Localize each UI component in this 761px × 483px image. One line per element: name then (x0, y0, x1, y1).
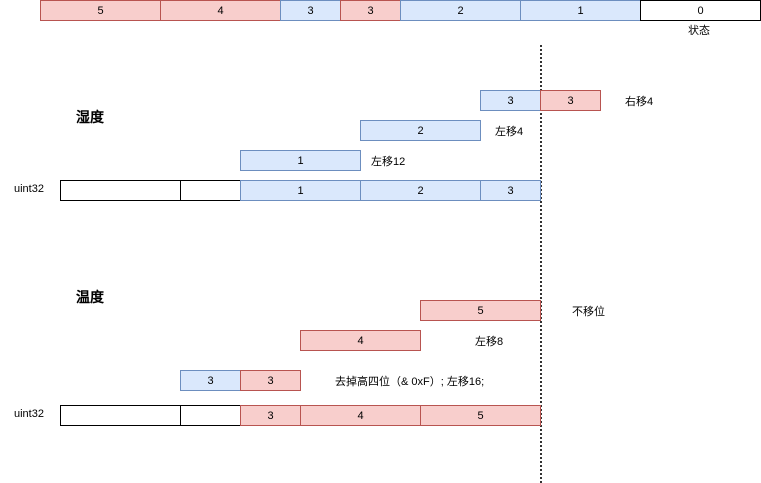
humidity-uint32-label: uint32 (14, 183, 44, 195)
temperature-uint-cell-empty-2 (180, 405, 241, 426)
humidity-row-c-cell: 1 (240, 150, 361, 171)
temperature-uint32-label: uint32 (14, 408, 44, 420)
top-cell-5: 5 (40, 0, 161, 21)
humidity-title: 湿度 (76, 109, 104, 125)
top-cell-0: 0 (640, 0, 761, 21)
humidity-uint-cell-3: 3 (480, 180, 541, 201)
temperature-row-a-cell: 5 (420, 300, 541, 321)
humidity-uint-cell-1: 1 (240, 180, 361, 201)
humidity-row-b-note: 左移4 (495, 126, 524, 138)
temperature-row-b-cell: 4 (300, 330, 421, 351)
status-label: 状态 (688, 25, 710, 37)
humidity-row-b-cell: 2 (360, 120, 481, 141)
temperature-uint-cell-3: 3 (240, 405, 301, 426)
top-cell-3-temperature: 3 (340, 0, 401, 21)
top-cell-1: 1 (520, 0, 641, 21)
humidity-row-a-red: 3 (540, 90, 601, 111)
humidity-row-c-note: 左移12 (371, 156, 406, 168)
temperature-uint-cell-5: 5 (420, 405, 541, 426)
humidity-uint-cell-empty-2 (180, 180, 241, 201)
humidity-row-a-note: 右移4 (625, 96, 654, 108)
humidity-row-a-blue: 3 (480, 90, 541, 111)
temperature-title: 温度 (76, 289, 104, 305)
temperature-uint-cell-4: 4 (300, 405, 421, 426)
temperature-uint-cell-empty-1 (60, 405, 181, 426)
temperature-row-a-note: 不移位 (572, 306, 605, 318)
temperature-row-c-note: 去掉高四位（& 0xF）; 左移16; (335, 376, 485, 388)
top-cell-3-humidity: 3 (280, 0, 341, 21)
top-cell-4: 4 (160, 0, 281, 21)
top-cell-2: 2 (400, 0, 521, 21)
alignment-line (540, 45, 542, 483)
humidity-uint-cell-empty-1 (60, 180, 181, 201)
temperature-row-c-red: 3 (240, 370, 301, 391)
temperature-row-b-note: 左移8 (475, 336, 504, 348)
humidity-uint-cell-2: 2 (360, 180, 481, 201)
temperature-row-c-blue: 3 (180, 370, 241, 391)
